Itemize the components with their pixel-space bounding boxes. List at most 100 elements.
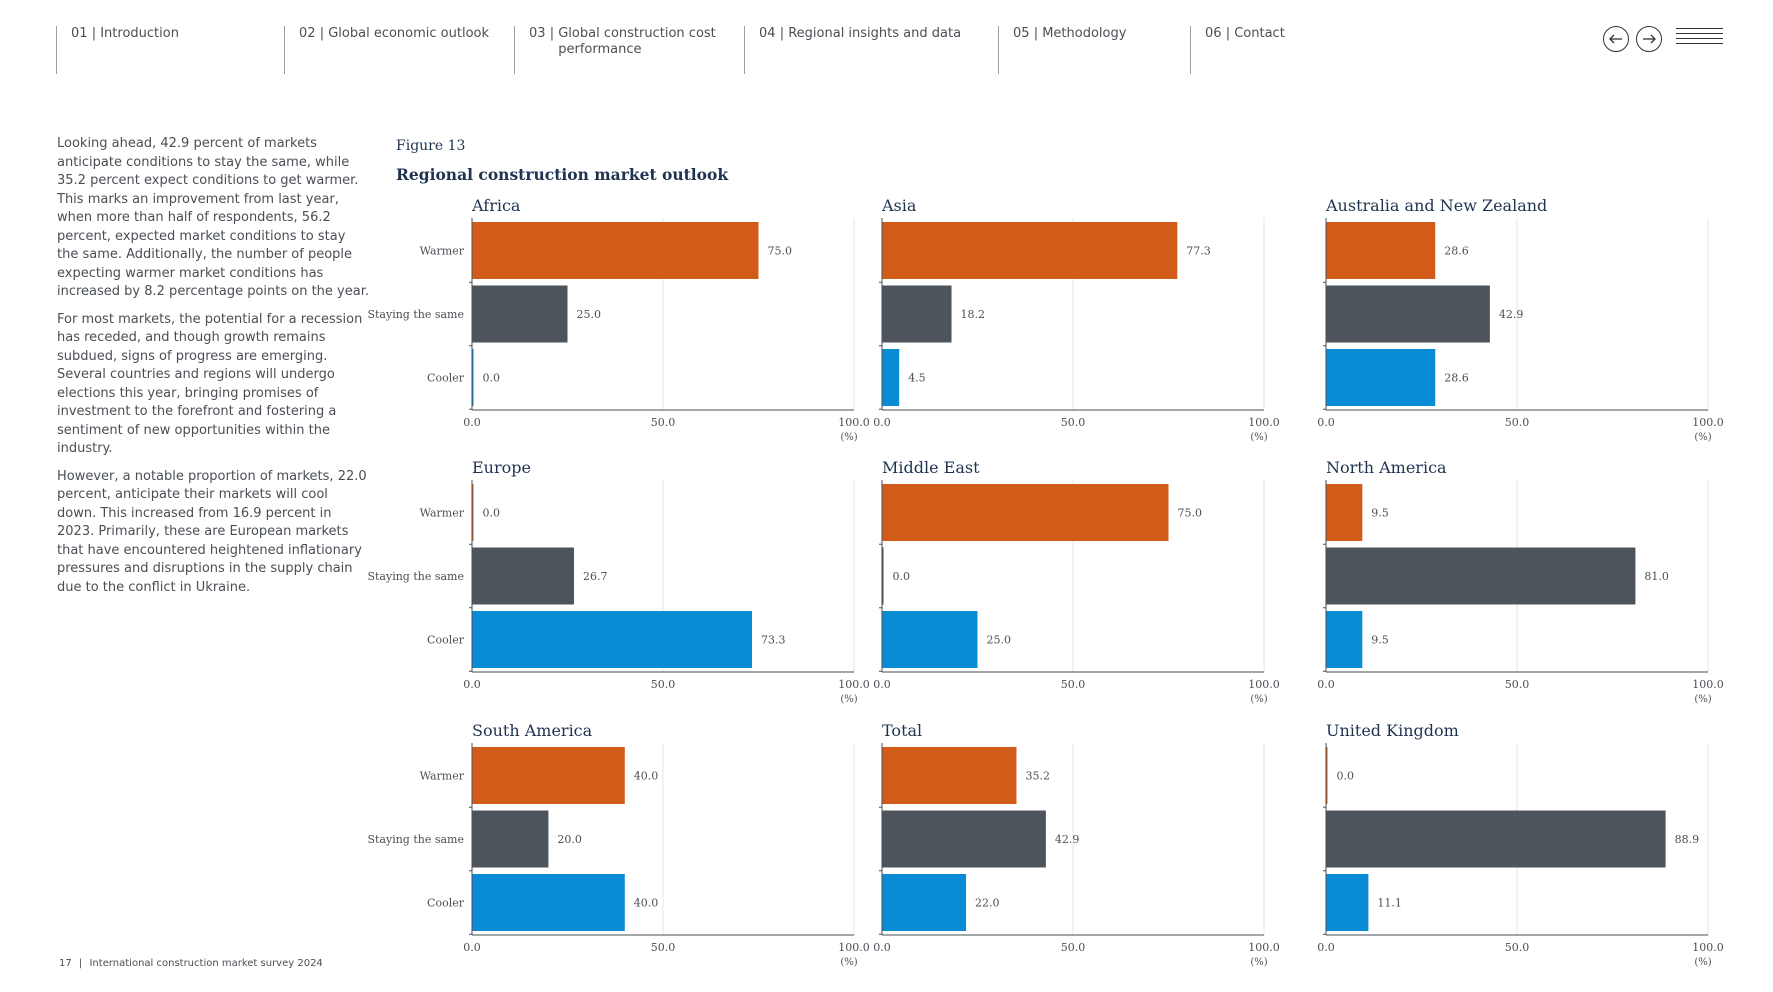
chart-bar — [472, 222, 759, 279]
chart-bar — [472, 484, 474, 541]
chart-data-label: 0.0 — [1337, 770, 1355, 783]
chart-bar — [1326, 349, 1436, 406]
chart-bar — [472, 349, 474, 406]
chart-data-label: 75.0 — [1178, 507, 1203, 520]
chart-unit-label: (%) — [1250, 957, 1267, 968]
chart-unit-label: (%) — [840, 432, 857, 443]
next-page-button[interactable] — [1636, 26, 1662, 52]
chart-unit-label: (%) — [840, 957, 857, 968]
body-paragraph: For most markets, the potential for a re… — [57, 311, 363, 457]
chart-x-tick-label: 50.0 — [1061, 678, 1086, 691]
chart-bar — [1326, 484, 1363, 541]
chart-x-tick-label: 50.0 — [1505, 941, 1530, 954]
nav-item-number: 06 — [1205, 26, 1222, 41]
chart-data-label: 35.2 — [1025, 770, 1050, 783]
chart-bar — [882, 484, 1169, 541]
nav-separator: | — [1225, 26, 1231, 41]
footer-text: International construction market survey… — [89, 958, 323, 969]
chart-panel-title: Africa — [471, 196, 521, 215]
chart-unit-label: (%) — [1694, 957, 1711, 968]
nav-item-global-economic-outlook[interactable]: 02 | Global economic outlook — [284, 26, 514, 74]
body-text: Looking ahead, 42.9 percent of markets a… — [57, 135, 369, 606]
chart-category-label: Staying the same — [367, 308, 464, 321]
chart-bar — [882, 874, 967, 931]
chart-data-label: 20.0 — [557, 833, 582, 846]
chart-category-label: Warmer — [420, 245, 465, 258]
chart-category-label: Warmer — [420, 770, 465, 783]
chart-data-label: 40.0 — [634, 770, 659, 783]
chart-bar — [882, 747, 1017, 804]
chart-panel-title: Europe — [472, 458, 531, 477]
chart-bar — [1326, 874, 1369, 931]
chart-x-tick-label: 0.0 — [1317, 941, 1335, 954]
chart-unit-label: (%) — [840, 694, 857, 705]
chart-category-label: Staying the same — [367, 570, 464, 583]
prev-page-button[interactable] — [1603, 26, 1629, 52]
chart-data-label: 28.6 — [1444, 372, 1469, 385]
chart-bar — [472, 547, 574, 605]
nav-item-introduction[interactable]: 01 | Introduction — [56, 26, 284, 74]
chart-x-tick-label: 0.0 — [463, 678, 481, 691]
nav-separator: | — [319, 26, 325, 41]
body-paragraph: However, a notable proportion of markets… — [57, 468, 367, 595]
nav-item-regional-insights[interactable]: 04 | Regional insights and data — [744, 26, 998, 74]
nav-separator: | — [91, 26, 97, 41]
chart-data-label: 4.5 — [908, 372, 926, 385]
chart-bar — [1326, 285, 1490, 343]
chart-panel-title: Total — [882, 721, 922, 740]
nav-item-number: 02 — [299, 26, 316, 41]
chart-category-label: Cooler — [427, 897, 465, 910]
chart-x-tick-label: 100.0 — [838, 678, 870, 691]
chart-bar — [472, 747, 625, 804]
chart-category-label: Staying the same — [367, 833, 464, 846]
chart-data-label: 42.9 — [1499, 308, 1524, 321]
chart-x-tick-label: 50.0 — [651, 941, 676, 954]
chart-bar — [472, 285, 568, 343]
chart-x-tick-label: 50.0 — [1061, 941, 1086, 954]
chart-bar — [882, 547, 884, 605]
chart-x-tick-label: 100.0 — [1692, 941, 1724, 954]
chart-x-tick-label: 100.0 — [838, 416, 870, 429]
chart-bar — [882, 285, 952, 343]
footer: 17 | International construction market s… — [59, 958, 323, 969]
chart-bar — [882, 349, 900, 406]
chart-data-label: 22.0 — [975, 897, 1000, 910]
chart-data-label: 9.5 — [1371, 634, 1389, 647]
chart-x-tick-label: 50.0 — [651, 416, 676, 429]
hamburger-menu-icon[interactable] — [1676, 28, 1723, 50]
chart-bar — [472, 874, 625, 931]
nav-item-number: 03 — [529, 26, 546, 41]
chart-unit-label: (%) — [1694, 432, 1711, 443]
nav-item-global-construction-cost[interactable]: 03 | Global construction cost performanc… — [514, 26, 744, 74]
chart-x-tick-label: 0.0 — [873, 678, 891, 691]
chart-x-tick-label: 100.0 — [1692, 416, 1724, 429]
chart-bar — [1326, 222, 1436, 279]
chart-panel-title: South America — [472, 721, 593, 740]
chart-panel-title: North America — [1326, 458, 1447, 477]
nav-item-methodology[interactable]: 05 | Methodology — [998, 26, 1190, 74]
arrow-left-icon — [1609, 34, 1622, 44]
nav-item-number: 05 — [1013, 26, 1030, 41]
chart-unit-label: (%) — [1694, 694, 1711, 705]
chart-bar — [472, 611, 753, 668]
nav-item-label: Contact — [1234, 26, 1285, 41]
chart-x-tick-label: 0.0 — [463, 416, 481, 429]
chart-x-tick-label: 100.0 — [838, 941, 870, 954]
chart-data-label: 0.0 — [893, 570, 911, 583]
chart-x-tick-label: 0.0 — [463, 941, 481, 954]
chart-data-label: 42.9 — [1055, 833, 1080, 846]
chart-x-tick-label: 50.0 — [1505, 678, 1530, 691]
chart-x-tick-label: 0.0 — [1317, 416, 1335, 429]
chart-bar — [882, 222, 1178, 279]
arrow-right-icon — [1643, 34, 1656, 44]
figure-label: Figure 13 — [396, 138, 466, 154]
chart-unit-label: (%) — [1250, 694, 1267, 705]
chart-panel-title: United Kingdom — [1326, 721, 1459, 740]
nav-item-label: Global construction cost performance — [558, 26, 716, 57]
nav-separator: | — [1033, 26, 1039, 41]
chart-data-label: 18.2 — [961, 308, 986, 321]
footer-separator: | — [78, 958, 83, 969]
nav-item-contact[interactable]: 06 | Contact — [1190, 26, 1350, 74]
chart-x-tick-label: 50.0 — [651, 678, 676, 691]
